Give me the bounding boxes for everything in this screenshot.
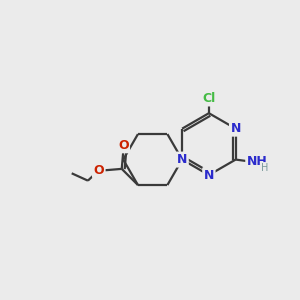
Text: N: N xyxy=(230,122,241,135)
Text: N: N xyxy=(204,169,214,182)
Text: H: H xyxy=(261,163,269,172)
Text: Cl: Cl xyxy=(202,92,215,105)
Text: O: O xyxy=(94,164,104,177)
Text: NH: NH xyxy=(247,154,267,167)
Text: O: O xyxy=(118,139,128,152)
Text: N: N xyxy=(177,153,187,166)
